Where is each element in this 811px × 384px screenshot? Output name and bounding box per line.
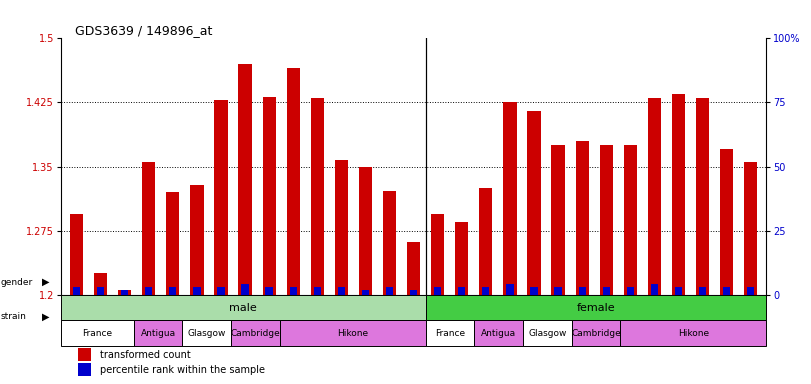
Bar	[314, 287, 321, 295]
Bar	[431, 214, 444, 295]
Bar	[483, 287, 490, 295]
Bar	[523, 320, 572, 346]
Bar	[620, 320, 766, 346]
Bar	[383, 190, 396, 295]
Bar	[286, 68, 300, 295]
Bar	[551, 145, 564, 295]
Bar	[217, 287, 225, 295]
Bar	[650, 285, 658, 295]
Bar	[166, 192, 179, 295]
Bar	[337, 287, 345, 295]
Text: strain: strain	[1, 312, 27, 321]
Bar	[265, 287, 272, 295]
Bar	[70, 214, 83, 295]
Bar	[434, 287, 441, 295]
Bar	[407, 242, 420, 295]
Bar	[744, 162, 757, 295]
Bar	[426, 295, 766, 320]
Bar	[699, 287, 706, 295]
Text: Glasgow: Glasgow	[528, 329, 567, 338]
Bar	[624, 145, 637, 295]
Bar	[280, 320, 426, 346]
Bar	[142, 162, 156, 295]
Bar	[455, 222, 469, 295]
Bar	[242, 285, 249, 295]
Bar	[627, 287, 634, 295]
Bar	[527, 111, 541, 295]
Text: ▶: ▶	[42, 312, 49, 322]
Bar	[290, 287, 297, 295]
Bar	[696, 98, 709, 295]
Bar	[182, 320, 231, 346]
Bar	[61, 320, 134, 346]
Bar	[572, 320, 620, 346]
Text: ▶: ▶	[42, 277, 49, 287]
Bar	[410, 290, 417, 295]
Bar	[723, 287, 730, 295]
Bar	[479, 188, 492, 295]
Bar	[118, 290, 131, 295]
Bar	[311, 98, 324, 295]
Bar	[145, 287, 152, 295]
Bar	[506, 285, 513, 295]
Text: gender: gender	[1, 278, 33, 287]
Bar	[73, 287, 80, 295]
Text: transformed count: transformed count	[100, 349, 191, 359]
Bar	[358, 167, 372, 295]
Bar	[61, 295, 426, 320]
Bar	[504, 103, 517, 295]
Text: Hikone: Hikone	[678, 329, 709, 338]
Bar	[720, 149, 733, 295]
Text: Cambridge: Cambridge	[230, 329, 281, 338]
Text: Antigua: Antigua	[481, 329, 517, 338]
Bar	[474, 320, 523, 346]
Bar	[97, 287, 104, 295]
Bar	[648, 98, 661, 295]
Text: male: male	[230, 303, 257, 313]
Bar	[576, 141, 589, 295]
Text: France: France	[435, 329, 466, 338]
Bar	[191, 185, 204, 295]
Bar	[530, 287, 538, 295]
Text: female: female	[577, 303, 616, 313]
Text: GDS3639 / 149896_at: GDS3639 / 149896_at	[75, 24, 212, 37]
Text: France: France	[82, 329, 113, 338]
Bar	[603, 287, 610, 295]
Bar	[79, 362, 91, 376]
Bar	[386, 287, 393, 295]
Bar	[94, 273, 107, 295]
Bar	[458, 287, 466, 295]
Bar	[214, 100, 228, 295]
Bar	[578, 287, 586, 295]
Bar	[231, 320, 280, 346]
Bar	[426, 320, 474, 346]
Text: Cambridge: Cambridge	[571, 329, 621, 338]
Bar	[555, 287, 562, 295]
Bar	[599, 145, 613, 295]
Text: Hikone: Hikone	[337, 329, 368, 338]
Bar	[672, 94, 685, 295]
Bar	[335, 160, 348, 295]
Text: percentile rank within the sample: percentile rank within the sample	[100, 365, 264, 375]
Bar	[193, 287, 200, 295]
Bar	[675, 287, 682, 295]
Bar	[747, 287, 754, 295]
Bar	[121, 290, 128, 295]
Bar	[263, 96, 276, 295]
Bar	[169, 287, 177, 295]
Bar	[79, 348, 91, 361]
Text: Antigua: Antigua	[140, 329, 176, 338]
Bar	[238, 64, 251, 295]
Text: Glasgow: Glasgow	[187, 329, 226, 338]
Bar	[362, 290, 369, 295]
Bar	[134, 320, 182, 346]
